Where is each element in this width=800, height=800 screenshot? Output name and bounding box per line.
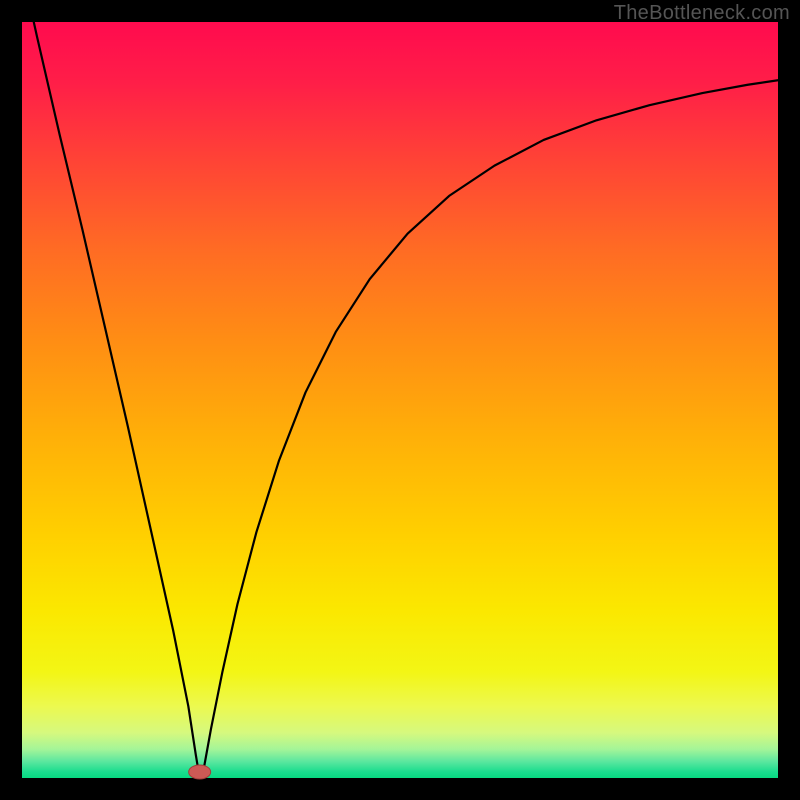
plot-area <box>22 22 778 778</box>
watermark-text: TheBottleneck.com <box>614 2 790 25</box>
minimum-marker <box>189 765 211 779</box>
bottleneck-chart <box>0 0 800 800</box>
chart-container: TheBottleneck.com <box>0 0 800 800</box>
